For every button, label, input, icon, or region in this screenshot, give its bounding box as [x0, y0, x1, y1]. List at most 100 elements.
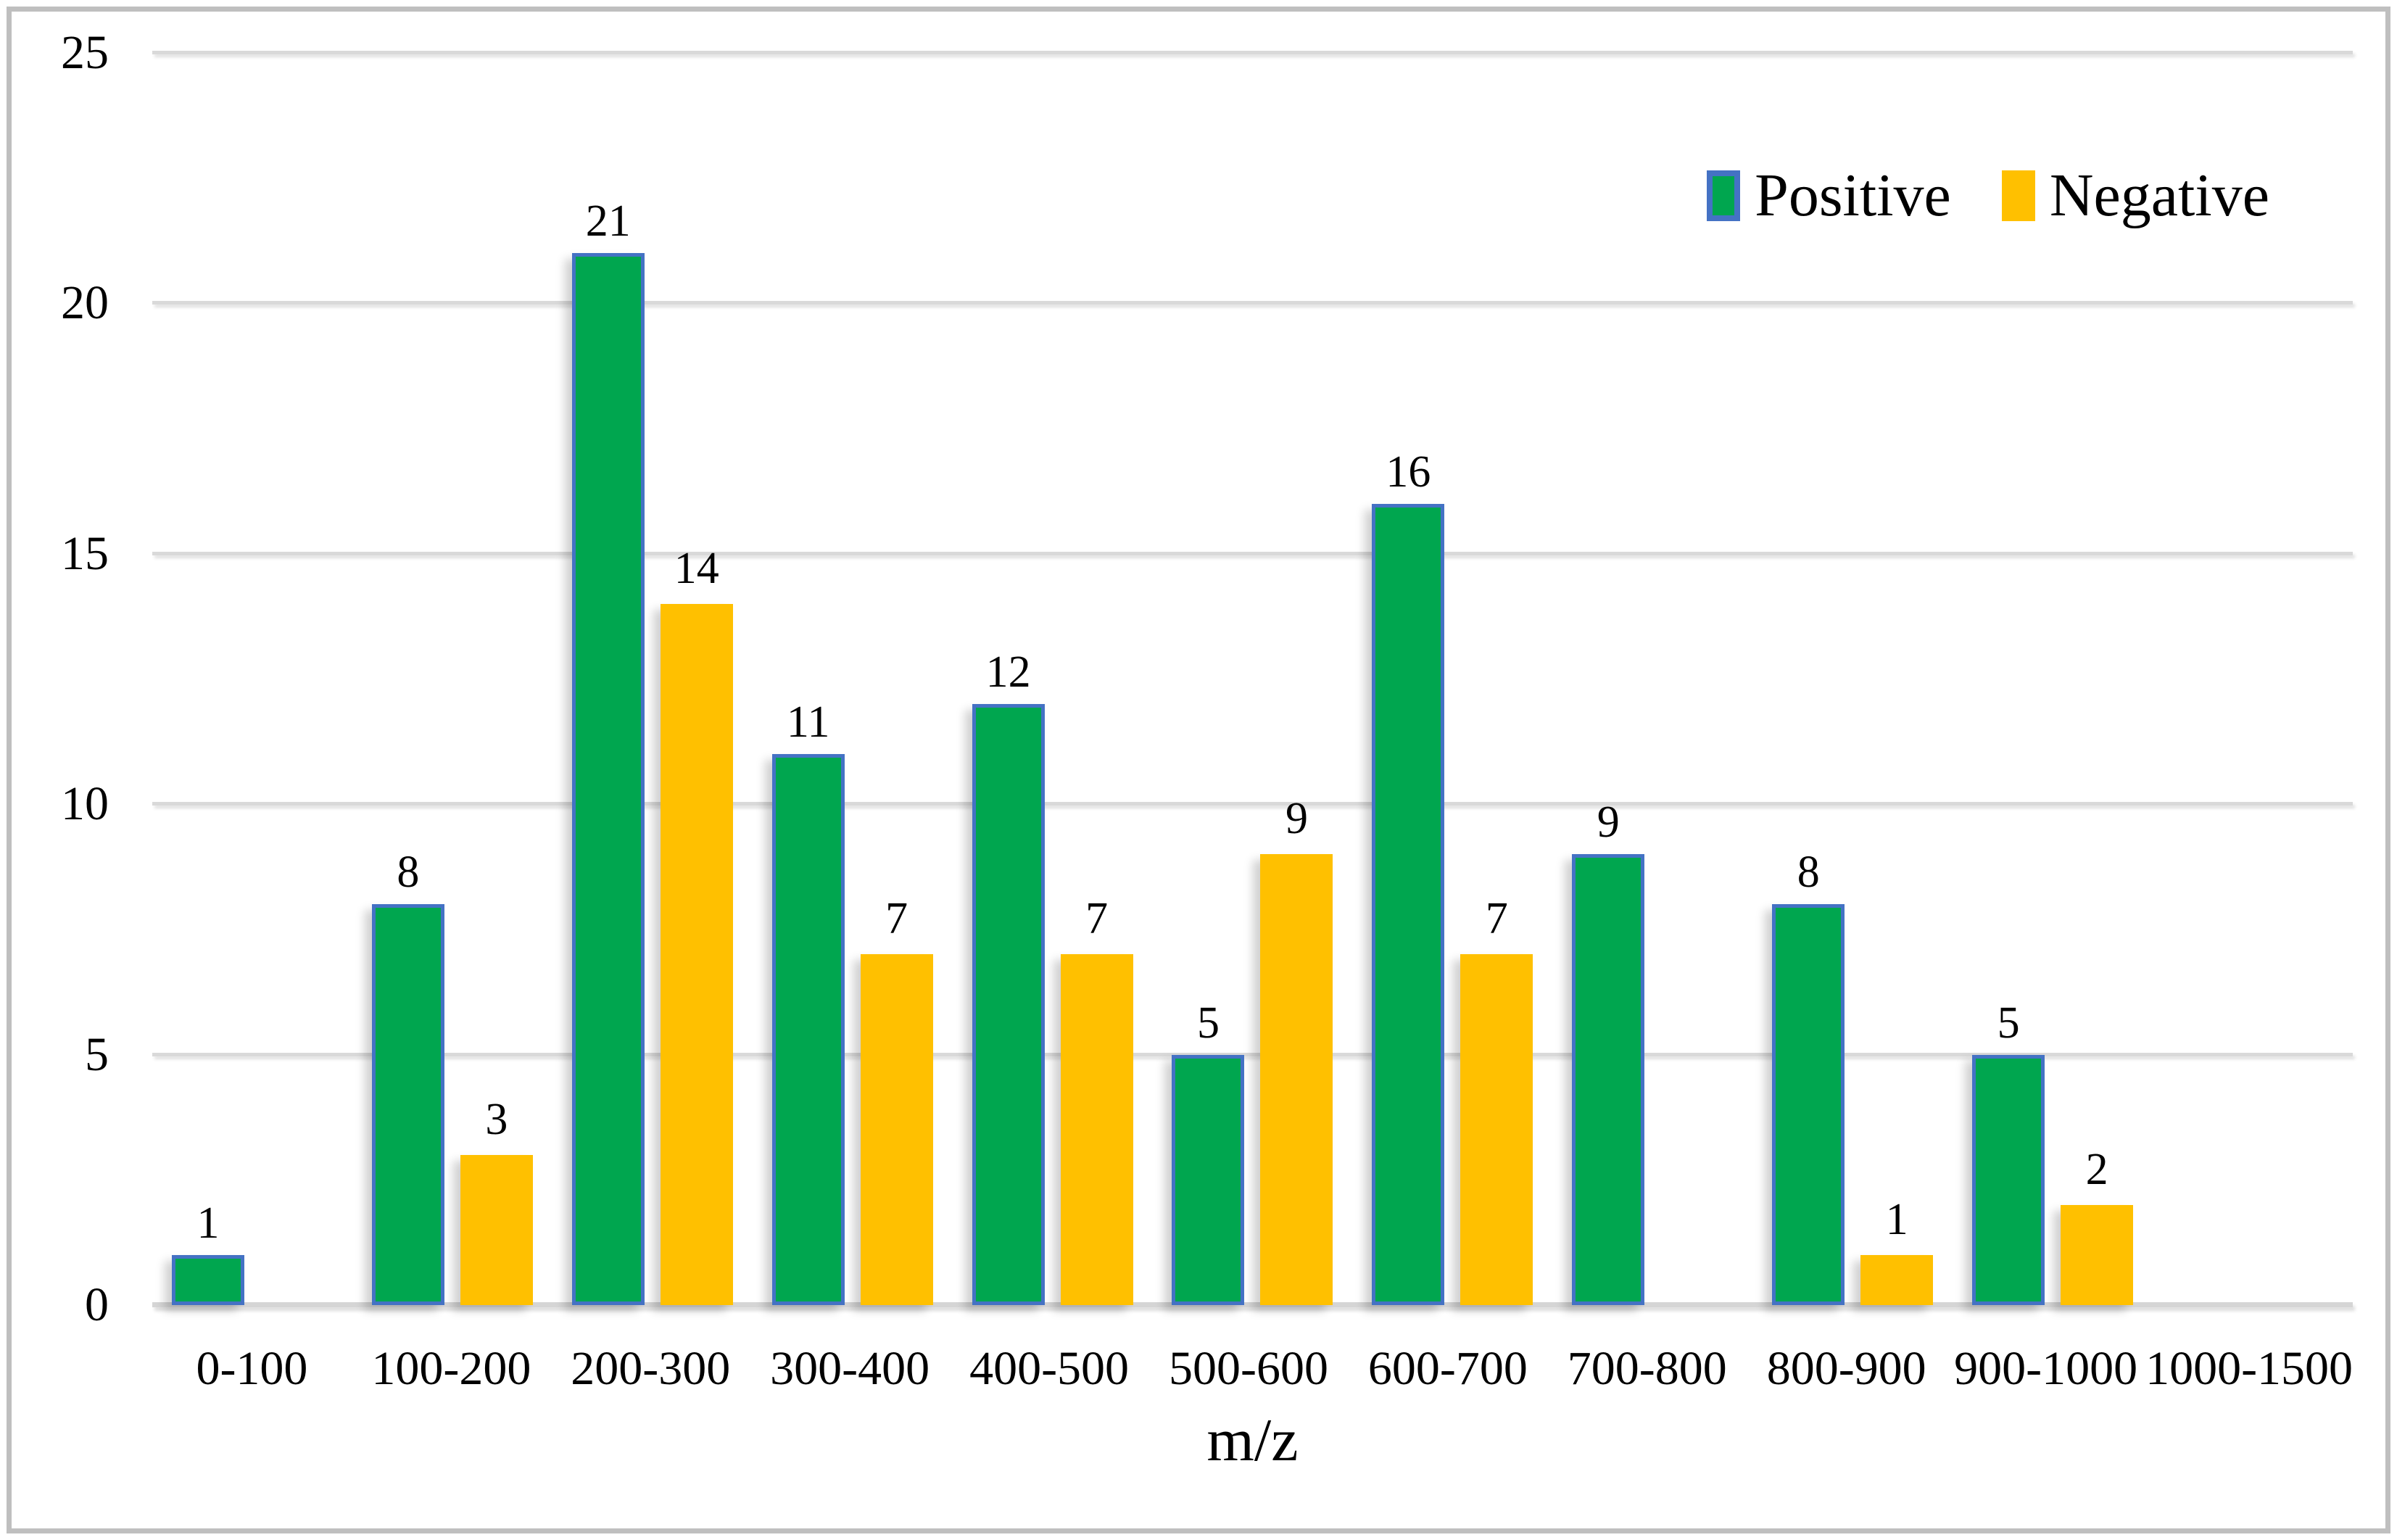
- legend-label-negative: Negative: [2049, 162, 2269, 229]
- x-axis-line: [152, 1302, 2353, 1307]
- bar-slot-positive-1000-1500: [2172, 53, 2245, 1305]
- data-label-negative-600-700: 7: [1485, 894, 1508, 944]
- category-group-300-400: 11 7: [753, 53, 953, 1305]
- y-tick-label-20: 20: [61, 276, 109, 330]
- y-tick-label-15: 15: [61, 526, 109, 580]
- bar-positive-700-800: 9: [1572, 800, 1645, 1305]
- bar-slot-negative-200-300: 14: [660, 53, 733, 1305]
- x-tick-label-400-500: 400-500: [969, 1342, 1130, 1395]
- x-tick-label-800-900: 800-900: [1766, 1342, 1926, 1395]
- category-group-400-500: 12 7: [953, 53, 1153, 1305]
- data-label-positive-200-300: 21: [585, 196, 631, 247]
- bar-negative-800-900: 1: [1860, 1197, 1934, 1305]
- bar-positive-600-700: 16: [1372, 450, 1445, 1305]
- x-axis-labels: 0-100 100-200 200-300 300-400 400-500 500-600…: [152, 1345, 2353, 1393]
- bar-negative-300-400: 7: [860, 896, 933, 1305]
- bar-positive-200-300: 21: [571, 199, 645, 1305]
- category-group-0-100: 1: [152, 53, 352, 1305]
- x-tick-label-300-400: 300-400: [770, 1342, 930, 1395]
- y-tick-label-5: 5: [85, 1027, 109, 1081]
- bar-slot-negative-400-500: 7: [1060, 53, 1133, 1305]
- bar-slot-negative-0-100: [260, 53, 333, 1305]
- bar-positive-500-600: 5: [1172, 1001, 1245, 1305]
- bar-slot-positive-300-400: 11: [771, 53, 845, 1305]
- x-tick-label-0-100: 0-100: [196, 1342, 308, 1395]
- bar-slot-negative-700-800: [1660, 53, 1733, 1305]
- gridline-y25: [152, 51, 2353, 54]
- category-group-700-800: 9: [1552, 53, 1752, 1305]
- bar-negative-200-300: 14: [660, 546, 733, 1305]
- legend-swatch-negative-icon: [2001, 170, 2035, 221]
- data-label-positive-400-500: 12: [985, 647, 1031, 697]
- bar-slot-negative-100-200: 3: [460, 53, 533, 1305]
- x-axis-title: m/z: [1206, 1407, 1299, 1474]
- bar-positive-800-900: 8: [1772, 850, 1845, 1305]
- bar-slot-positive-900-1000: 5: [1972, 53, 2045, 1305]
- data-label-positive-0-100: 1: [196, 1198, 220, 1248]
- legend-item-positive: Positive: [1707, 165, 1951, 226]
- bar-negative-400-500: 7: [1060, 896, 1133, 1305]
- y-tick-label-0: 0: [85, 1278, 109, 1331]
- data-label-positive-300-400: 11: [786, 697, 830, 748]
- legend-label-positive: Positive: [1755, 162, 1951, 229]
- bar-slot-negative-300-400: 7: [860, 53, 933, 1305]
- data-label-negative-200-300: 14: [674, 543, 719, 593]
- x-tick-label-700-800: 700-800: [1567, 1342, 1727, 1395]
- bar-positive-400-500: 12: [972, 650, 1045, 1305]
- category-group-600-700: 16 7: [1352, 53, 1552, 1305]
- data-label-negative-400-500: 7: [1085, 894, 1109, 944]
- y-axis: 0 5 10 15 20 25: [0, 29, 109, 1329]
- data-label-negative-500-600: 9: [1285, 794, 1308, 844]
- category-group-1000-1500: [2153, 53, 2353, 1305]
- bar-slot-negative-900-1000: 2: [2061, 53, 2134, 1305]
- bar-slot-positive-200-300: 21: [571, 53, 645, 1305]
- bar-negative-900-1000: 2: [2061, 1147, 2134, 1305]
- bar-slot-positive-800-900: 8: [1772, 53, 1845, 1305]
- bar-slot-negative-1000-1500: [2261, 53, 2333, 1305]
- data-label-positive-500-600: 5: [1196, 998, 1220, 1048]
- gridline-y20: [152, 301, 2353, 305]
- bar-negative-600-700: 7: [1460, 896, 1533, 1305]
- bar-positive-900-1000: 5: [1972, 1001, 2045, 1305]
- bar-negative-100-200: 3: [460, 1097, 533, 1305]
- data-label-positive-100-200: 8: [397, 848, 420, 898]
- bar-positive-100-200: 8: [371, 850, 444, 1305]
- data-label-negative-900-1000: 2: [2085, 1144, 2108, 1194]
- data-label-positive-700-800: 9: [1597, 798, 1620, 848]
- data-label-positive-600-700: 16: [1386, 447, 1431, 497]
- data-label-positive-800-900: 8: [1797, 848, 1820, 898]
- y-tick-label-10: 10: [61, 777, 109, 831]
- x-tick-label-500-600: 500-600: [1168, 1342, 1328, 1395]
- category-group-200-300: 21 14: [552, 53, 753, 1305]
- bar-slot-negative-800-900: 1: [1860, 53, 1934, 1305]
- data-label-negative-100-200: 3: [485, 1094, 508, 1144]
- data-label-positive-900-1000: 5: [1997, 998, 2020, 1048]
- bar-slot-positive-600-700: 16: [1372, 53, 1445, 1305]
- gridline-y10: [152, 802, 2353, 806]
- legend-item-negative: Negative: [2001, 162, 2269, 229]
- bar-slot-positive-100-200: 8: [371, 53, 444, 1305]
- bar-slot-negative-500-600: 9: [1260, 53, 1333, 1305]
- gridline-y15: [152, 551, 2353, 555]
- bar-slot-negative-600-700: 7: [1460, 53, 1533, 1305]
- x-tick-label-200-300: 200-300: [571, 1342, 731, 1395]
- bar-negative-500-600: 9: [1260, 796, 1333, 1305]
- x-tick-label-600-700: 600-700: [1367, 1342, 1528, 1395]
- bar-slot-positive-0-100: 1: [171, 53, 244, 1305]
- data-label-negative-300-400: 7: [885, 894, 908, 944]
- bar-columns: 1 8 3 21 14 11 7 12 7 5 9 16 7 9 8 1 5 2: [152, 53, 2353, 1305]
- x-tick-label-1000-1500: 1000-1500: [2145, 1342, 2353, 1395]
- bar-slot-positive-500-600: 5: [1172, 53, 1245, 1305]
- x-tick-label-100-200: 100-200: [371, 1342, 531, 1395]
- bar-slot-positive-400-500: 12: [972, 53, 1045, 1305]
- legend: Positive Negative: [1707, 165, 2269, 226]
- bar-positive-0-100: 1: [171, 1201, 244, 1305]
- x-tick-label-900-1000: 900-1000: [1954, 1342, 2138, 1395]
- y-tick-label-25: 25: [61, 26, 109, 79]
- plot-area: 1 8 3 21 14 11 7 12 7 5 9 16 7 9 8 1 5 2 Positive Negative: [152, 51, 2353, 1307]
